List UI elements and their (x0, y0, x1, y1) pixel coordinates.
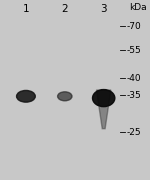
Text: -70: -70 (127, 22, 141, 31)
Text: 1: 1 (23, 4, 29, 14)
Polygon shape (96, 90, 111, 129)
Ellipse shape (16, 91, 35, 102)
Text: kDa: kDa (130, 3, 147, 12)
Text: -35: -35 (127, 91, 141, 100)
Text: -40: -40 (127, 74, 141, 83)
Text: 3: 3 (100, 4, 107, 14)
Ellipse shape (58, 92, 72, 101)
Text: 2: 2 (61, 4, 68, 14)
Text: -55: -55 (127, 46, 141, 55)
Text: -25: -25 (127, 128, 141, 137)
Ellipse shape (93, 90, 115, 107)
